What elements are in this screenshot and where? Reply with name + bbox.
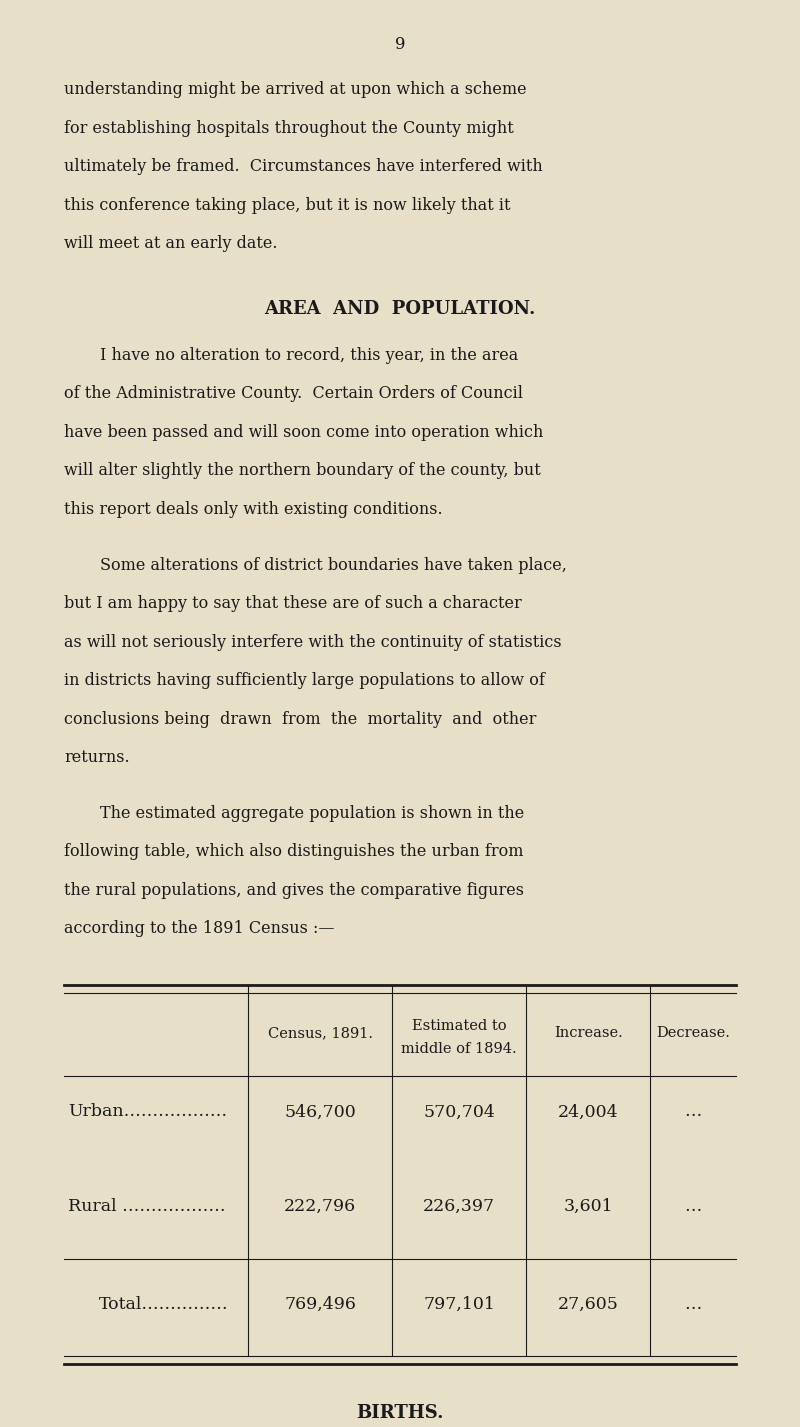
- Text: according to the 1891 Census :—: according to the 1891 Census :—: [64, 920, 334, 938]
- Text: following table, which also distinguishes the urban from: following table, which also distinguishe…: [64, 843, 523, 860]
- Text: ultimately be framed.  Circumstances have interfered with: ultimately be framed. Circumstances have…: [64, 158, 542, 176]
- Text: 570,704: 570,704: [423, 1103, 495, 1120]
- Text: will meet at an early date.: will meet at an early date.: [64, 235, 278, 253]
- Text: …: …: [685, 1197, 702, 1214]
- Text: Census, 1891.: Census, 1891.: [267, 1026, 373, 1040]
- Text: 769,496: 769,496: [284, 1296, 356, 1313]
- Text: 797,101: 797,101: [423, 1296, 495, 1313]
- Text: middle of 1894.: middle of 1894.: [402, 1042, 517, 1056]
- Text: Some alterations of district boundaries have taken place,: Some alterations of district boundaries …: [100, 557, 567, 574]
- Text: 24,004: 24,004: [558, 1103, 618, 1120]
- Text: but I am happy to say that these are of such a character: but I am happy to say that these are of …: [64, 595, 522, 612]
- Text: 3,601: 3,601: [563, 1197, 614, 1214]
- Text: of the Administrative County.  Certain Orders of Council: of the Administrative County. Certain Or…: [64, 385, 523, 402]
- Text: 222,796: 222,796: [284, 1197, 356, 1214]
- Text: 27,605: 27,605: [558, 1296, 619, 1313]
- Text: returns.: returns.: [64, 749, 130, 766]
- Text: The estimated aggregate population is shown in the: The estimated aggregate population is sh…: [100, 805, 524, 822]
- Text: as will not seriously interfere with the continuity of statistics: as will not seriously interfere with the…: [64, 634, 562, 651]
- Text: for establishing hospitals throughout the County might: for establishing hospitals throughout th…: [64, 120, 514, 137]
- Text: Estimated to: Estimated to: [412, 1019, 506, 1033]
- Text: in districts having sufficiently large populations to allow of: in districts having sufficiently large p…: [64, 672, 545, 689]
- Text: Total……………: Total……………: [99, 1296, 229, 1313]
- Text: Urban………………: Urban………………: [68, 1103, 227, 1120]
- Text: this report deals only with existing conditions.: this report deals only with existing con…: [64, 501, 442, 518]
- Text: understanding might be arrived at upon which a scheme: understanding might be arrived at upon w…: [64, 81, 526, 98]
- Text: 226,397: 226,397: [423, 1197, 495, 1214]
- Text: Rural ………………: Rural ………………: [68, 1197, 226, 1214]
- Text: Decrease.: Decrease.: [656, 1026, 730, 1040]
- Text: BIRTHS.: BIRTHS.: [356, 1404, 444, 1423]
- Text: AREA  AND  POPULATION.: AREA AND POPULATION.: [264, 300, 536, 318]
- Text: …: …: [685, 1296, 702, 1313]
- Text: 9: 9: [394, 36, 406, 53]
- Text: Increase.: Increase.: [554, 1026, 622, 1040]
- Text: the rural populations, and gives the comparative figures: the rural populations, and gives the com…: [64, 882, 524, 899]
- Text: will alter slightly the northern boundary of the county, but: will alter slightly the northern boundar…: [64, 462, 541, 479]
- Text: …: …: [685, 1103, 702, 1120]
- Text: I have no alteration to record, this year, in the area: I have no alteration to record, this yea…: [100, 347, 518, 364]
- Text: have been passed and will soon come into operation which: have been passed and will soon come into…: [64, 424, 543, 441]
- Text: 546,700: 546,700: [284, 1103, 356, 1120]
- Text: this conference taking place, but it is now likely that it: this conference taking place, but it is …: [64, 197, 510, 214]
- Text: conclusions being  drawn  from  the  mortality  and  other: conclusions being drawn from the mortali…: [64, 711, 536, 728]
